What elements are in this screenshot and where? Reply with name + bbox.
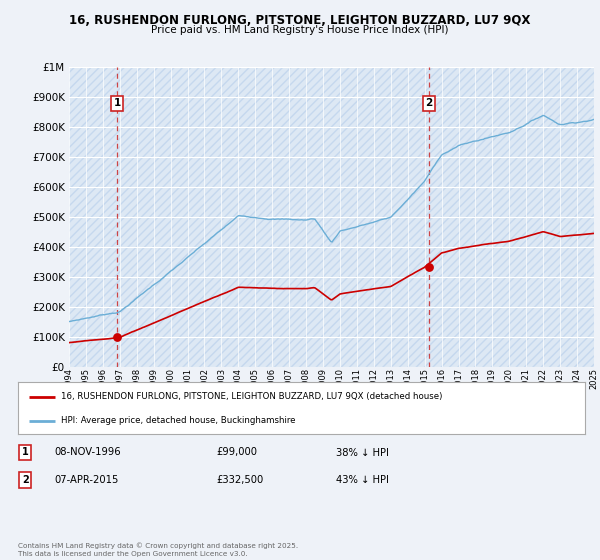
Text: 16, RUSHENDON FURLONG, PITSTONE, LEIGHTON BUZZARD, LU7 9QX: 16, RUSHENDON FURLONG, PITSTONE, LEIGHTO… — [70, 14, 530, 27]
Text: 08-NOV-1996: 08-NOV-1996 — [54, 447, 121, 458]
Text: HPI: Average price, detached house, Buckinghamshire: HPI: Average price, detached house, Buck… — [61, 417, 295, 426]
Text: Price paid vs. HM Land Registry's House Price Index (HPI): Price paid vs. HM Land Registry's House … — [151, 25, 449, 35]
Text: Contains HM Land Registry data © Crown copyright and database right 2025.
This d: Contains HM Land Registry data © Crown c… — [18, 543, 298, 557]
Text: 1: 1 — [22, 447, 29, 458]
Point — [112, 333, 122, 342]
Text: 43% ↓ HPI: 43% ↓ HPI — [336, 475, 389, 485]
Text: 07-APR-2015: 07-APR-2015 — [54, 475, 118, 485]
Text: 38% ↓ HPI: 38% ↓ HPI — [336, 447, 389, 458]
Text: 2: 2 — [22, 475, 29, 485]
Text: 16, RUSHENDON FURLONG, PITSTONE, LEIGHTON BUZZARD, LU7 9QX (detached house): 16, RUSHENDON FURLONG, PITSTONE, LEIGHTO… — [61, 392, 442, 401]
Text: 1: 1 — [113, 98, 121, 108]
Text: £99,000: £99,000 — [216, 447, 257, 458]
Text: £332,500: £332,500 — [216, 475, 263, 485]
Point — [424, 263, 434, 272]
Text: 2: 2 — [425, 98, 433, 108]
